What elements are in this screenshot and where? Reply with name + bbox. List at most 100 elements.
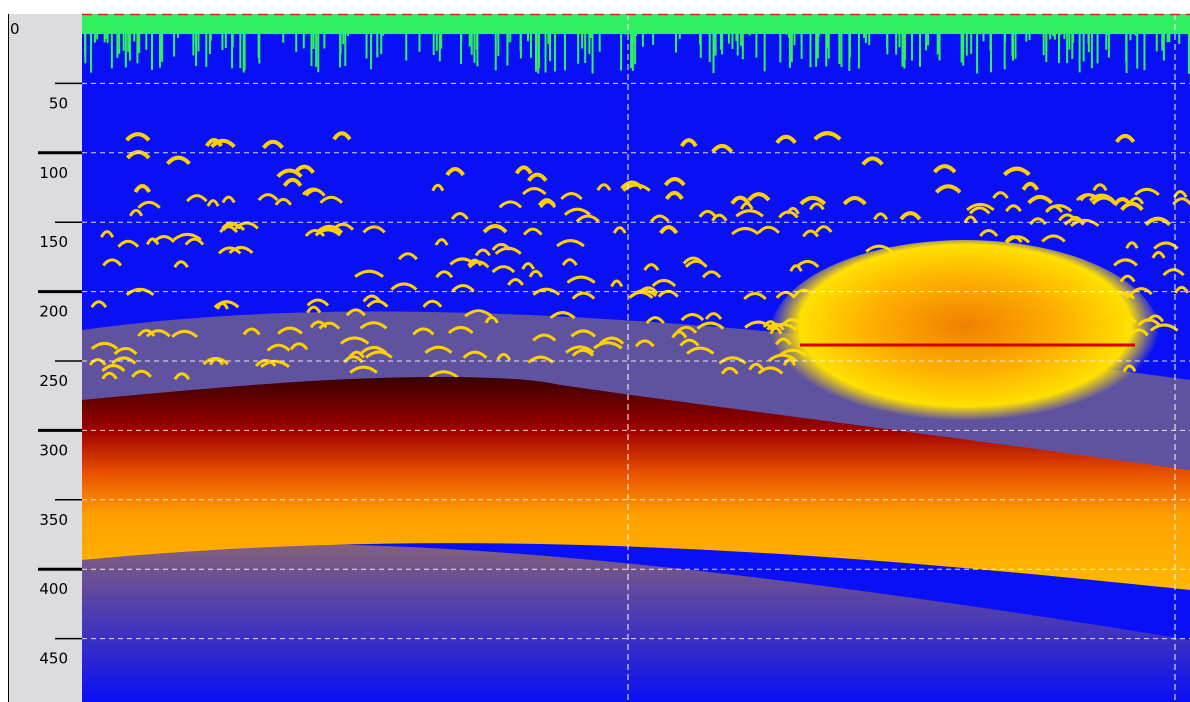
depth-label: 250 bbox=[39, 372, 68, 390]
surface-noise bbox=[911, 33, 913, 61]
surface-noise bbox=[1108, 33, 1110, 58]
surface-noise bbox=[925, 33, 927, 50]
page: 050100150200250300350400450 (() => { con… bbox=[0, 0, 1190, 702]
surface-noise bbox=[104, 33, 106, 42]
surface-noise bbox=[1059, 33, 1061, 35]
surface-noise bbox=[848, 33, 850, 71]
surface-noise bbox=[675, 33, 677, 53]
surface-noise bbox=[471, 33, 473, 55]
surface-noise bbox=[118, 33, 120, 54]
surface-noise bbox=[1083, 33, 1085, 61]
surface-noise bbox=[939, 33, 941, 60]
axis-panel bbox=[8, 14, 82, 702]
surface-noise bbox=[1063, 33, 1065, 39]
surface-noise bbox=[94, 33, 96, 43]
surface-noise bbox=[1058, 33, 1060, 63]
surface-noise bbox=[982, 33, 984, 41]
depth-label: 300 bbox=[39, 441, 68, 459]
surface-noise bbox=[827, 33, 829, 48]
surface-noise bbox=[1156, 33, 1158, 51]
surface-noise bbox=[282, 33, 284, 43]
surface-noise bbox=[652, 33, 654, 45]
surface-noise bbox=[577, 33, 579, 64]
surface-noise bbox=[370, 33, 372, 69]
surface-noise bbox=[1012, 33, 1014, 61]
surface-noise bbox=[323, 33, 325, 49]
surface-noise bbox=[630, 33, 632, 68]
surface-noise bbox=[740, 33, 742, 46]
surface-noise bbox=[440, 33, 442, 49]
surface-noise bbox=[342, 33, 344, 44]
surface-noise bbox=[376, 33, 378, 57]
depth-label: 50 bbox=[49, 94, 68, 112]
surface-noise bbox=[1004, 33, 1006, 69]
surface-noise bbox=[863, 33, 865, 38]
surface-noise bbox=[895, 33, 897, 54]
surface-noise bbox=[709, 33, 711, 62]
plume bbox=[770, 240, 1160, 430]
surface-noise bbox=[506, 33, 508, 66]
surface-noise bbox=[679, 33, 681, 39]
surface-noise bbox=[810, 33, 812, 67]
surface-noise bbox=[145, 33, 147, 50]
depth-label: 450 bbox=[39, 650, 68, 668]
surface-noise bbox=[720, 33, 722, 50]
surface-noise bbox=[258, 33, 260, 58]
surface-noise bbox=[1097, 33, 1099, 63]
surface-noise bbox=[344, 33, 346, 66]
surface-noise bbox=[927, 33, 929, 45]
surface-noise bbox=[1088, 33, 1090, 52]
surface-noise bbox=[547, 33, 549, 44]
surface-noise bbox=[599, 33, 601, 52]
surface-noise bbox=[937, 33, 939, 55]
surface-noise bbox=[161, 33, 163, 62]
surface-noise bbox=[303, 33, 305, 48]
surface-noise bbox=[817, 33, 819, 58]
surface-noise bbox=[1178, 33, 1180, 44]
surface-noise bbox=[631, 33, 633, 36]
surface-noise bbox=[581, 33, 583, 49]
surface-noise bbox=[243, 33, 245, 73]
surface-noise bbox=[84, 33, 86, 55]
surface-noise bbox=[625, 33, 627, 35]
surface-noise bbox=[295, 33, 297, 52]
surface-noise bbox=[793, 33, 795, 45]
surface-noise bbox=[707, 33, 709, 34]
depth-label: 100 bbox=[39, 164, 68, 182]
surface-noise bbox=[340, 33, 342, 54]
depth-label: 350 bbox=[39, 511, 68, 529]
surface-noise bbox=[779, 33, 781, 62]
surface-noise bbox=[634, 33, 636, 64]
surface-noise bbox=[736, 33, 738, 34]
surface-noise bbox=[232, 33, 234, 47]
surface-noise bbox=[1045, 33, 1047, 62]
surface-noise bbox=[699, 33, 701, 45]
surface-noise bbox=[1126, 33, 1128, 73]
surface-noise bbox=[764, 33, 766, 71]
surface-noise bbox=[195, 33, 197, 66]
surface-noise bbox=[564, 33, 566, 70]
surface-noise bbox=[966, 33, 968, 56]
surface-noise bbox=[460, 33, 462, 64]
surface-noise bbox=[159, 33, 161, 68]
surface-noise bbox=[1029, 33, 1031, 40]
surface-noise bbox=[1043, 33, 1045, 55]
surface-noise bbox=[635, 33, 637, 36]
surface-noise bbox=[791, 33, 793, 62]
surface-noise bbox=[469, 33, 471, 47]
echogram-window: 050100150200250300350400450 bbox=[0, 0, 1190, 702]
surface-noise bbox=[1052, 33, 1054, 36]
surface-noise bbox=[1136, 33, 1138, 69]
surface-noise bbox=[527, 33, 529, 41]
surface-noise bbox=[715, 33, 717, 56]
surface-noise bbox=[1068, 33, 1070, 50]
surface-noise bbox=[919, 33, 921, 67]
surface-noise bbox=[789, 33, 791, 68]
surface-noise bbox=[545, 33, 547, 73]
surface-noise bbox=[749, 33, 751, 35]
surface-noise bbox=[317, 33, 319, 72]
surface-noise bbox=[436, 33, 438, 51]
surface-noise bbox=[801, 33, 803, 59]
surface-noise bbox=[405, 33, 407, 60]
surface-noise bbox=[177, 33, 179, 38]
